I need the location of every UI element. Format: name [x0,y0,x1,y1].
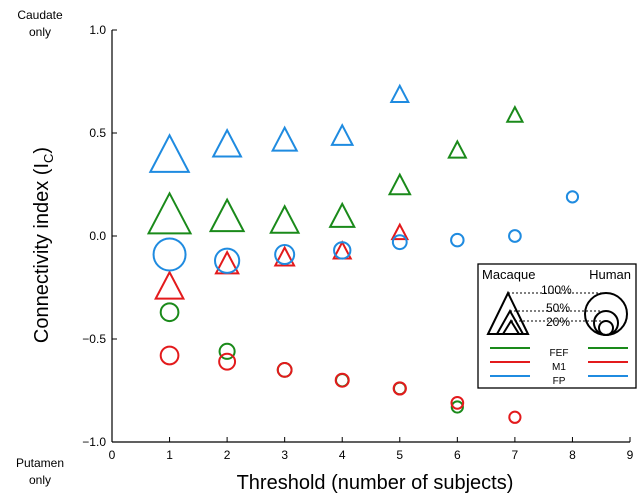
y-axis-title: Connectivity index (IC) [31,147,56,343]
point-fef-macaque-6 [447,139,468,159]
series-m1-human [159,345,522,424]
x-tick-label-9: 9 [627,448,634,462]
axes: 0 1 2 3 4 5 6 7 8 9 −1.0 −0.5 0.0 0.5 1.0 [82,23,633,462]
point-fp-human-8 [565,190,580,204]
y-tick-label-1: 1.0 [89,23,106,37]
point-fp-human-2 [214,247,241,274]
point-m1-human-1 [159,345,180,366]
caudate-only-label-line2: only [29,25,51,39]
point-fef-macaque-3 [269,204,301,234]
point-fp-human-5 [391,234,408,251]
legend-label-fp: FP [553,376,566,387]
legend-triangle-small [501,319,521,335]
point-fp-macaque-1 [148,133,191,173]
series-fp-human [152,190,580,274]
x-tick-label-0: 0 [109,448,116,462]
series-fp-macaque [148,83,410,173]
data-marks [146,83,580,424]
point-fp-human-7 [508,229,522,243]
point-fef-human-1 [159,302,180,323]
x-tick-label-3: 3 [281,448,288,462]
point-fef-macaque-7 [505,105,525,123]
legend: Macaque Human 100% 50% 20% FEF M1 FP [477,263,637,389]
point-fp-macaque-3 [270,125,299,152]
legend-size-50: 50% [546,301,570,315]
y-tick-label-0_5: 0.5 [89,126,106,140]
point-fp-human-1 [152,237,187,272]
x-tick-label-7: 7 [512,448,519,462]
point-fef-macaque-5 [387,172,412,196]
legend-header-macaque: Macaque [482,267,535,282]
point-fp-human-4 [333,241,352,260]
legend-label-fef: FEF [550,348,569,359]
point-m1-human-4 [334,372,350,388]
series-fef-human [159,302,464,414]
legend-box [477,263,637,389]
point-fef-human-6 [450,400,464,414]
point-m1-human-5 [392,381,407,396]
y-axis-title-subscript: C [41,154,56,163]
point-fef-macaque-4 [328,201,356,228]
legend-size-20: 20% [546,315,570,329]
point-fp-human-3 [274,244,296,266]
point-fef-macaque-2 [208,197,246,233]
x-axis-title: Threshold (number of subjects) [237,472,514,494]
point-m1-macaque-3 [273,245,296,267]
legend-circle-small [598,320,614,336]
series-fef-macaque [146,105,525,235]
y-axis-title-close: ) [31,147,53,154]
x-tick-label-6: 6 [454,448,461,462]
point-m1-macaque-5 [390,222,410,241]
point-fef-macaque-1 [146,191,193,235]
putamen-only-label-line1: Putamen [16,456,64,470]
point-m1-human-2 [218,352,237,371]
x-tick-label-5: 5 [396,448,403,462]
series-m1-macaque [154,222,410,300]
point-m1-macaque-1 [154,270,186,300]
y-axis-title-main: Connectivity index (I [31,163,53,343]
x-tick-label-1: 1 [166,448,173,462]
point-m1-human-6 [450,396,465,410]
point-fp-macaque-5 [389,83,410,103]
x-tick-label-4: 4 [339,448,346,462]
point-fef-human-2 [218,342,236,360]
x-tick-label-2: 2 [224,448,231,462]
x-tick-label-8: 8 [569,448,576,462]
point-fp-macaque-4 [330,123,355,146]
point-fp-human-6 [450,232,465,248]
point-m1-human-3 [276,362,293,378]
y-tick-label-neg0_5: −0.5 [82,332,106,346]
point-fp-macaque-2 [211,127,243,158]
legend-label-m1: M1 [552,362,566,373]
point-m1-human-7 [508,410,522,424]
putamen-only-label-line2: only [29,473,51,487]
y-tick-label-neg1: −1.0 [82,435,106,449]
y-tick-label-0: 0.0 [89,229,106,243]
legend-header-human: Human [589,267,631,282]
legend-size-100: 100% [541,283,572,297]
caudate-only-label-line1: Caudate [17,8,63,22]
